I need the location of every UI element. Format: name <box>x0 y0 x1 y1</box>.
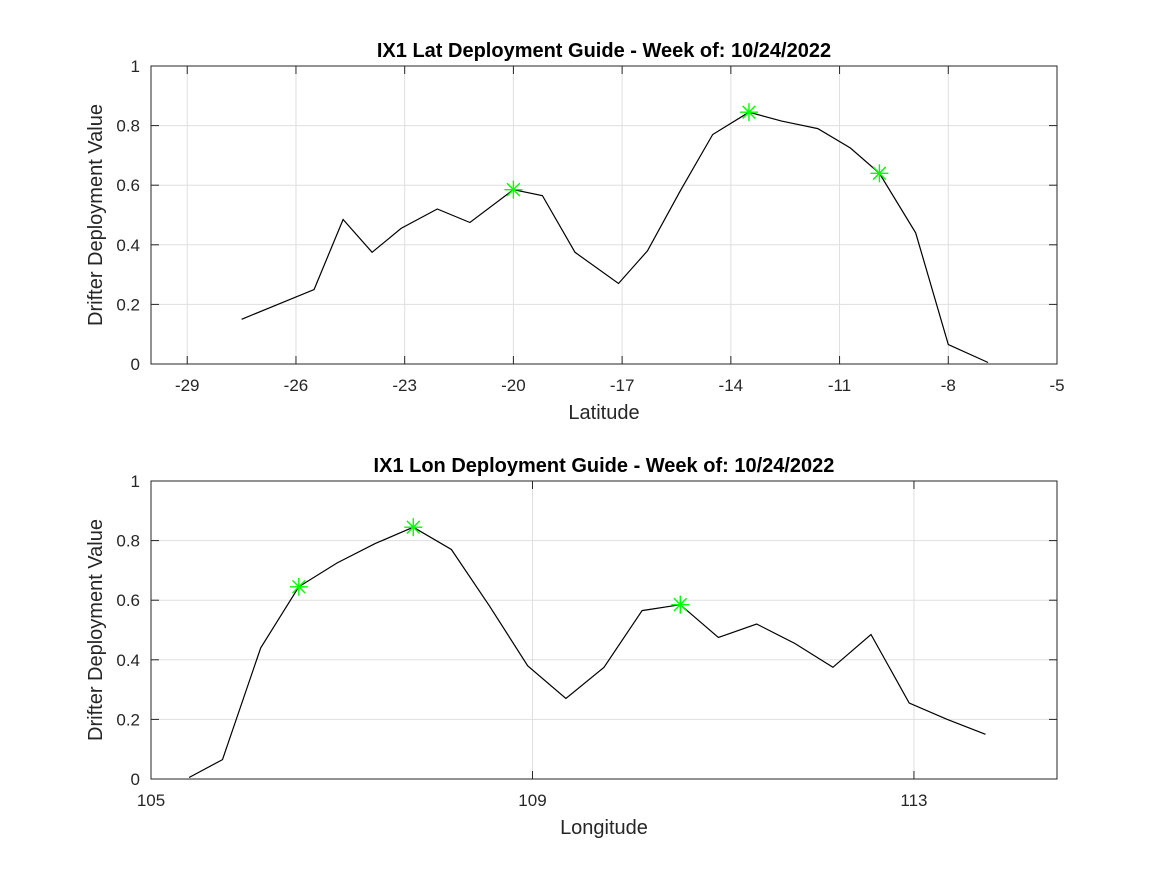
lat-ticks: -29 -26 -23 -20 -17 -14 -11 -8 -5 0 0.2 0.4 0.6 0.8 1 <box>116 57 1064 395</box>
lat-chart: -29 -26 -23 -20 -17 -14 -11 -8 -500.20.40.60.81 … <box>85 40 1065 424</box>
lat-y-tick-label: 1 <box>131 57 140 76</box>
lon-highlight-marker <box>289 577 308 596</box>
lon-y-axis-label: Drifter Deployment Value <box>85 519 107 741</box>
lat-x-tick-label: -17 <box>610 376 635 395</box>
lat-highlight-marker <box>870 164 889 183</box>
lat-x-tick-label: -20 <box>501 376 526 395</box>
lon-y-tick-label: 0.2 <box>116 710 140 729</box>
lat-x-tick-label: -29 <box>175 376 200 395</box>
lon-highlight-marker <box>671 595 690 614</box>
lon-x-axis-label: Longitude <box>560 817 648 839</box>
lat-y-tick-label: 0.2 <box>116 295 140 314</box>
lat-x-axis-label: Latitude <box>568 402 639 424</box>
lat-y-tick-label: 0 <box>131 355 140 374</box>
lon-highlight-markers <box>289 518 690 614</box>
lon-y-tick-label: 0 <box>131 770 140 789</box>
lon-ticks: 105 109 113 0 0.2 0.4 0.6 0.8 1 <box>116 472 1057 810</box>
lat-chart-title: IX1 Lat Deployment Guide - Week of: 10/2… <box>377 40 831 62</box>
lat-highlight-marker <box>739 103 758 122</box>
lon-chart-title: IX1 Lon Deployment Guide - Week of: 10/2… <box>374 455 835 477</box>
lat-x-tick-label: -14 <box>719 376 744 395</box>
lat-y-tick-label: 0.8 <box>116 117 140 136</box>
lon-x-tick-label: 105 <box>137 791 165 810</box>
lat-y-tick-label: 0.4 <box>116 236 140 255</box>
lat-series-line <box>241 111 989 364</box>
lon-y-tick-label: 0.6 <box>116 591 140 610</box>
lat-y-axis-label: Drifter Deployment Value <box>85 104 107 326</box>
lat-x-tick-label: -11 <box>828 376 851 395</box>
lat-x-tick-label: -8 <box>941 376 956 395</box>
lat-axes-frame <box>150 65 1058 365</box>
lat-x-tick-label: -5 <box>1049 376 1064 395</box>
lat-highlight-marker <box>504 180 523 199</box>
lon-x-tick-label: 113 <box>900 791 927 810</box>
lat-y-tick-label: 0.6 <box>116 176 140 195</box>
lat-x-tick-label: -26 <box>284 376 309 395</box>
lon-y-tick-label: 1 <box>131 472 140 491</box>
lon-y-tick-label: 0.8 <box>116 532 140 551</box>
lon-chart: 105 109 113 0 0.2 0.4 0.6 0.8 1 IX1 Lon Deployme… <box>85 455 1058 839</box>
lon-highlight-marker <box>404 518 423 537</box>
lat-highlight-markers <box>504 103 889 199</box>
lon-series-line <box>188 526 986 779</box>
lon-y-tick-label: 0.4 <box>116 651 140 670</box>
lon-axes-frame <box>150 480 1058 780</box>
lat-x-tick-label: -23 <box>392 376 417 395</box>
lon-x-tick-label: 109 <box>518 791 546 810</box>
